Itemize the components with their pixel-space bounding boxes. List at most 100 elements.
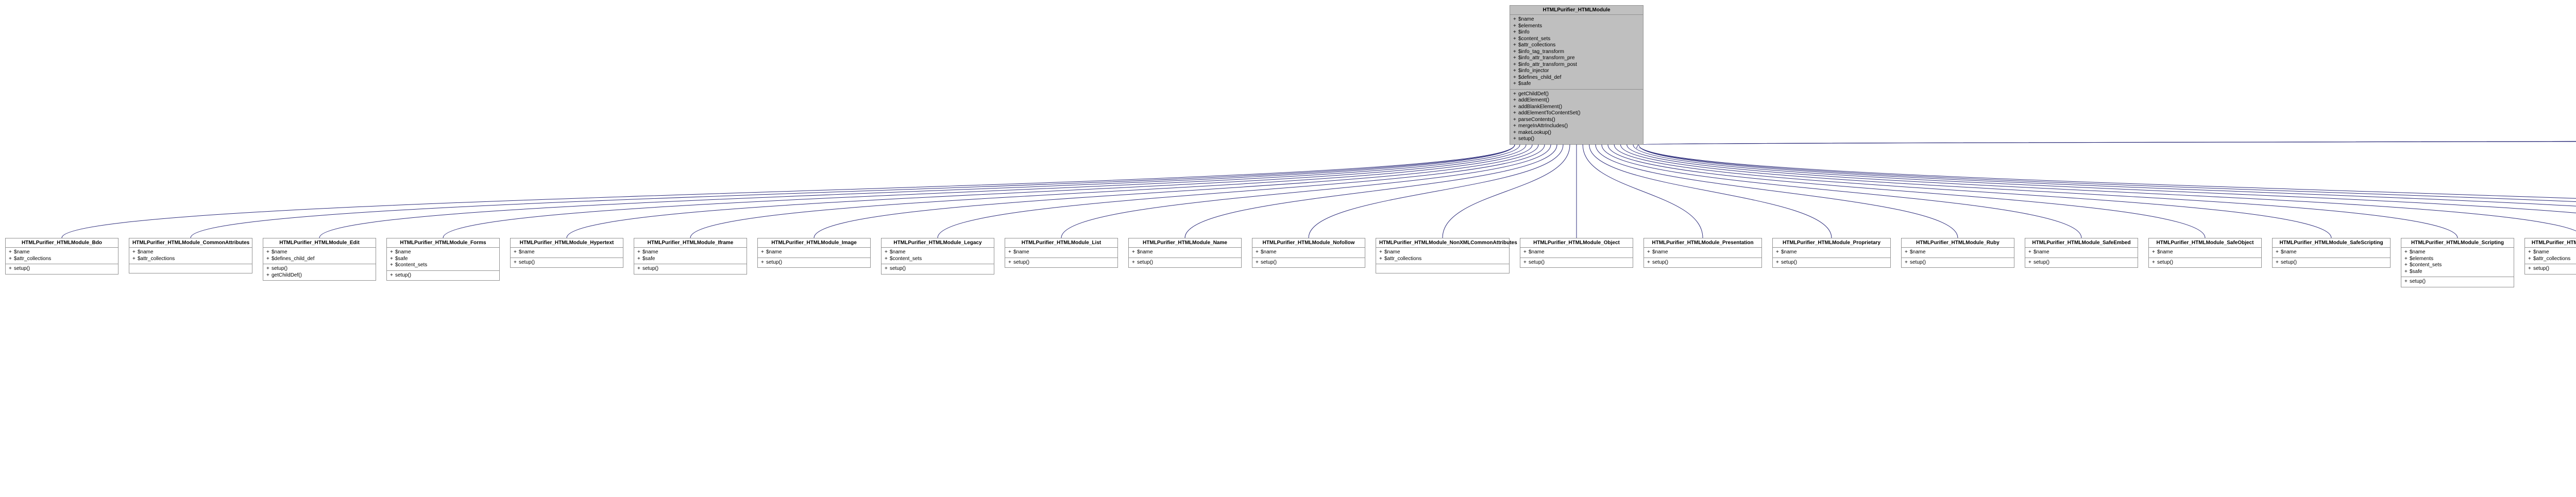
attr-row[interactable]: +$attr_collections (2528, 256, 2576, 263)
class-node[interactable]: HTMLPurifier_HTMLModule_SafeObject+$name… (2148, 238, 2262, 268)
method-row[interactable]: +setup() (1256, 260, 1362, 266)
method-row[interactable]: +setup() (1523, 260, 1630, 266)
method-row[interactable]: +setup() (1008, 260, 1114, 266)
class-title[interactable]: HTMLPurifier_HTMLModule_SafeEmbed (2025, 238, 2138, 248)
method-row[interactable]: +setup() (2276, 260, 2387, 266)
attr-row[interactable]: +$elements (2404, 256, 2511, 263)
attr-row[interactable]: +$info_tag_transform (1513, 49, 1640, 56)
method-row[interactable]: +makeLookup() (1513, 130, 1640, 136)
class-title[interactable]: HTMLPurifier_HTMLModule_Name (1129, 238, 1241, 248)
attr-row[interactable]: +$name (1256, 249, 1362, 256)
attr-row[interactable]: +$info_injector (1513, 68, 1640, 75)
method-row[interactable]: +addElementToContentSet() (1513, 110, 1640, 117)
attr-row[interactable]: +$info_attr_transform_pre (1513, 55, 1640, 62)
class-title[interactable]: HTMLPurifier_HTMLModule_List (1005, 238, 1117, 248)
class-node[interactable]: HTMLPurifier_HTMLModule_Edit+$name+$defi… (263, 238, 376, 281)
class-title[interactable]: HTMLPurifier_HTMLModule_Image (758, 238, 870, 248)
class-node[interactable]: HTMLPurifier_HTMLModule_SafeEmbed+$name+… (2025, 238, 2138, 268)
attr-row[interactable]: +$defines_child_def (1513, 75, 1640, 81)
attr-row[interactable]: +$name (2528, 249, 2576, 256)
attr-row[interactable]: +$name (1523, 249, 1630, 256)
attr-row[interactable]: +$name (1513, 16, 1640, 23)
class-node[interactable]: HTMLPurifier_HTMLModule_List+$name +setup… (1005, 238, 1118, 268)
attr-row[interactable]: +$content_sets (390, 262, 496, 269)
class-node[interactable]: HTMLPurifier_HTMLModule_Ruby+$name+setup… (1901, 238, 2014, 268)
method-row[interactable]: +setup() (390, 272, 496, 279)
class-title[interactable]: HTMLPurifier_HTMLModule_Legacy (882, 238, 994, 248)
method-row[interactable]: +getChildDef() (1513, 91, 1640, 98)
attr-row[interactable]: +$name (514, 249, 620, 256)
attr-row[interactable]: +$name (1008, 249, 1114, 256)
attr-row[interactable]: +$name (390, 249, 496, 256)
method-row[interactable]: +setup() (1776, 260, 1887, 266)
attr-row[interactable]: +$name (1776, 249, 1887, 256)
class-title[interactable]: HTMLPurifier_HTMLModule_Presentation (1644, 238, 1761, 248)
class-title[interactable]: HTMLPurifier_HTMLModule_Scripting (2401, 238, 2514, 248)
attr-row[interactable]: +$attr_collections (1513, 42, 1640, 49)
attr-row[interactable]: +$name (1379, 249, 1506, 256)
method-row[interactable]: +setup() (2528, 266, 2576, 272)
class-title[interactable]: HTMLPurifier_HTMLModule_Forms (387, 238, 499, 248)
attr-row[interactable]: +$content_sets (2404, 262, 2511, 269)
attr-row[interactable]: +$attr_collections (9, 256, 115, 263)
attr-row[interactable]: +$name (1647, 249, 1758, 256)
method-row[interactable]: +setup() (266, 266, 372, 272)
class-title[interactable]: HTMLPurifier_HTMLModule_Proprietary (1773, 238, 1890, 248)
class-title[interactable]: HTMLPurifier_HTMLModule (1510, 6, 1643, 15)
class-title[interactable]: HTMLPurifier_HTMLModule_Edit (263, 238, 376, 248)
class-node[interactable]: HTMLPurifier_HTMLModule_Bdo+$name+$attr_… (5, 238, 118, 275)
attr-row[interactable]: +$name (132, 249, 249, 256)
attr-row[interactable]: +$safe (637, 256, 743, 263)
method-row[interactable]: +addElement() (1513, 97, 1640, 104)
method-row[interactable]: +addBlankElement() (1513, 104, 1640, 111)
class-title[interactable]: HTMLPurifier_HTMLModule_Ruby (1902, 238, 2014, 248)
attr-row[interactable]: +$name (2404, 249, 2511, 256)
class-node[interactable]: HTMLPurifier_HTMLModule_StyleAttribute+$… (2524, 238, 2576, 275)
class-title[interactable]: HTMLPurifier_HTMLModule_Hypertext (511, 238, 623, 248)
attr-row[interactable]: +$name (885, 249, 991, 256)
attr-row[interactable]: +$name (2152, 249, 2258, 256)
method-row[interactable]: +setup() (9, 266, 115, 272)
class-node[interactable]: HTMLPurifier_HTMLModule_NonXMLCommonAttr… (1376, 238, 1510, 273)
method-row[interactable]: +setup() (2404, 279, 2511, 285)
attr-row[interactable]: +$safe (1513, 81, 1640, 88)
method-row[interactable]: +setup() (1513, 136, 1640, 143)
class-node[interactable]: HTMLPurifier_HTMLModule_Object+$name +set… (1520, 238, 1633, 268)
method-row[interactable]: +setup() (1905, 260, 2011, 266)
class-node[interactable]: HTMLPurifier_HTMLModule_Name+$name +setup… (1128, 238, 1242, 268)
class-node[interactable]: HTMLPurifier_HTMLModule_Nofollow+$name +s… (1252, 238, 1365, 268)
attr-row[interactable]: +$defines_child_def (266, 256, 372, 263)
class-node[interactable]: HTMLPurifier_HTMLModule_Presentation+$na… (1643, 238, 1762, 268)
class-title[interactable]: HTMLPurifier_HTMLModule_Nofollow (1252, 238, 1365, 248)
method-row[interactable]: +setup() (885, 266, 991, 272)
attr-row[interactable]: +$attr_collections (1379, 256, 1506, 263)
class-title[interactable]: HTMLPurifier_HTMLModule_CommonAttributes (129, 238, 252, 248)
attr-row[interactable]: +$content_sets (885, 256, 991, 263)
attr-row[interactable]: +$name (761, 249, 867, 256)
class-title[interactable]: HTMLPurifier_HTMLModule_Bdo (6, 238, 118, 248)
method-row[interactable]: +setup() (1647, 260, 1758, 266)
attr-row[interactable]: +$name (9, 249, 115, 256)
method-row[interactable]: +mergeInAttrIncludes() (1513, 123, 1640, 130)
attr-row[interactable]: +$name (2276, 249, 2387, 256)
method-row[interactable]: +getChildDef() (266, 272, 372, 279)
class-title[interactable]: HTMLPurifier_HTMLModule_NonXMLCommonAttr… (1376, 238, 1509, 248)
method-row[interactable]: +parseContents() (1513, 117, 1640, 124)
attr-row[interactable]: +$name (2028, 249, 2134, 256)
attr-row[interactable]: +$elements (1513, 23, 1640, 30)
method-row[interactable]: +setup() (2152, 260, 2258, 266)
attr-row[interactable]: +$name (1132, 249, 1238, 256)
attr-row[interactable]: +$info_attr_transform_post (1513, 62, 1640, 68)
class-title[interactable]: HTMLPurifier_HTMLModule_Object (1520, 238, 1633, 248)
attr-row[interactable]: +$name (637, 249, 743, 256)
method-row[interactable]: +setup() (1132, 260, 1238, 266)
class-node[interactable]: HTMLPurifier_HTMLModule_CommonAttributes… (129, 238, 252, 273)
class-node[interactable]: HTMLPurifier_HTMLModule+$name+$elements +… (1510, 5, 1643, 145)
attr-row[interactable]: +$attr_collections (132, 256, 249, 263)
method-row[interactable]: +setup() (761, 260, 867, 266)
class-node[interactable]: HTMLPurifier_HTMLModule_Legacy+$name+$co… (881, 238, 994, 275)
attr-row[interactable]: +$name (266, 249, 372, 256)
method-row[interactable]: +setup() (514, 260, 620, 266)
method-row[interactable]: +setup() (637, 266, 743, 272)
attr-row[interactable]: +$safe (390, 256, 496, 263)
